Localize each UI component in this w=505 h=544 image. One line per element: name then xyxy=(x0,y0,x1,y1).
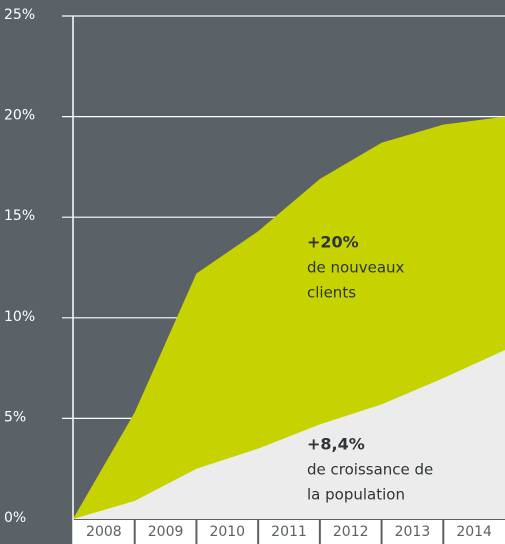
annotation-text: la population xyxy=(307,486,405,504)
x-tick-label: 2014 xyxy=(456,524,492,540)
y-tick-label: 0% xyxy=(4,510,26,526)
x-tick-label: 2008 xyxy=(86,524,122,540)
x-tick-label: 2012 xyxy=(333,524,369,540)
annotation-title: +20% xyxy=(307,233,359,252)
area xyxy=(73,349,505,519)
annotation-text: clients xyxy=(307,284,356,302)
annotation-text: de nouveaux xyxy=(307,259,405,277)
y-tick-label: 10% xyxy=(4,309,35,325)
x-axis-strip xyxy=(73,520,505,544)
y-tick-label: 5% xyxy=(4,409,26,425)
annotation-title: +8,4% xyxy=(307,435,365,454)
annotation-text: de croissance de xyxy=(307,461,433,479)
x-tick-label: 2011 xyxy=(271,524,307,540)
x-tick-label: 2010 xyxy=(209,524,245,540)
y-tick-label: 20% xyxy=(4,108,35,124)
x-tick-label: 2013 xyxy=(395,524,431,540)
y-tick-label: 15% xyxy=(4,208,35,224)
x-tick-label: 2009 xyxy=(148,524,184,540)
y-tick-label: 25% xyxy=(4,7,35,23)
